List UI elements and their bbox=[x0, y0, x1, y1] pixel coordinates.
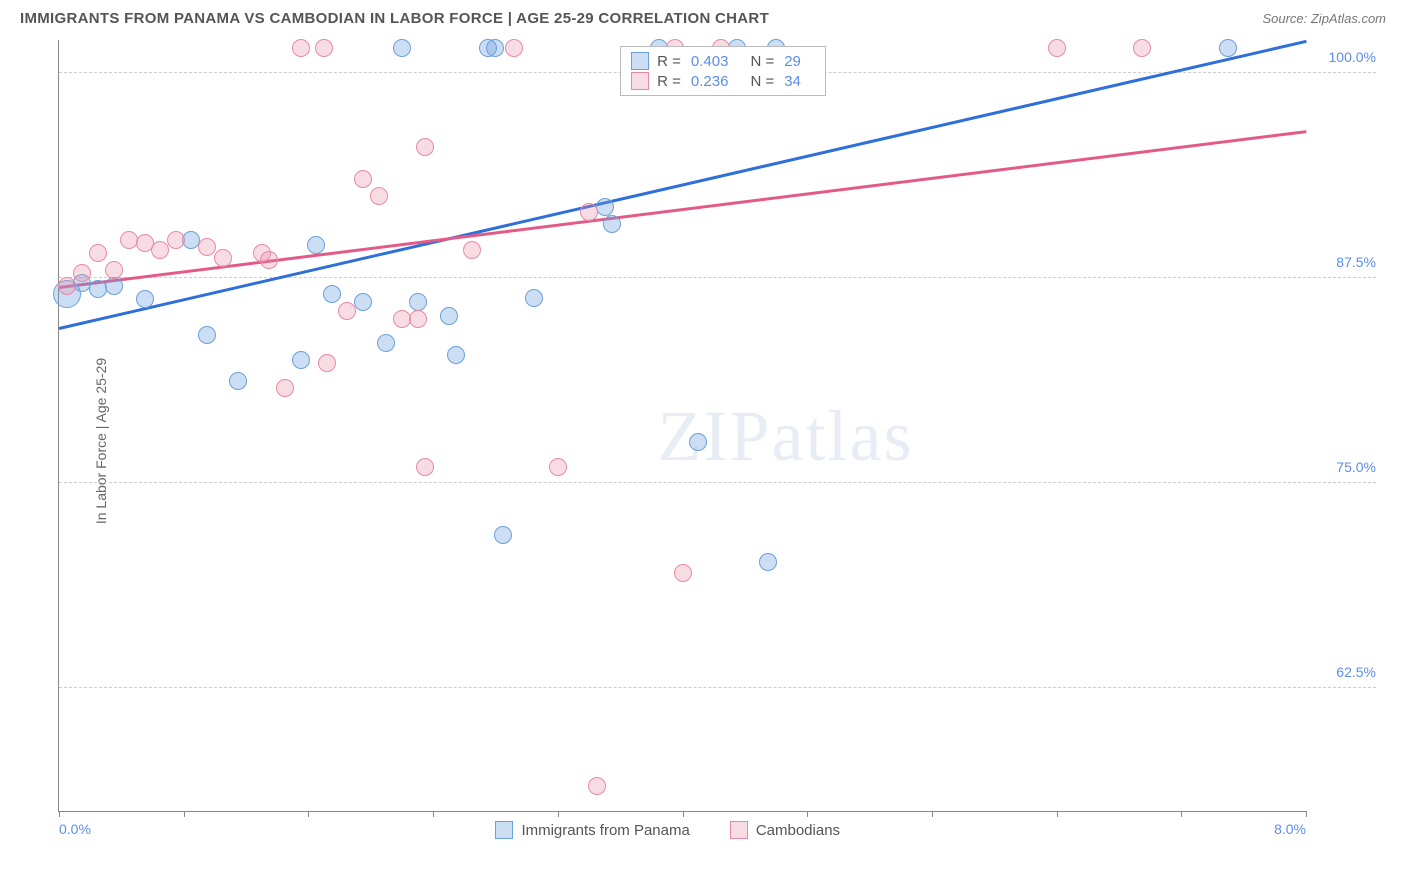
data-point bbox=[167, 231, 185, 249]
legend-label: Immigrants from Panama bbox=[521, 822, 689, 839]
data-point bbox=[447, 346, 465, 364]
data-point bbox=[674, 564, 692, 582]
data-point bbox=[89, 244, 107, 262]
data-point bbox=[377, 334, 395, 352]
data-point bbox=[198, 326, 216, 344]
n-value: 34 bbox=[784, 73, 801, 90]
data-point bbox=[214, 249, 232, 267]
x-tick-label: 8.0% bbox=[1274, 821, 1306, 837]
data-point bbox=[292, 39, 310, 57]
data-point bbox=[588, 777, 606, 795]
data-point bbox=[409, 310, 427, 328]
x-tick bbox=[433, 811, 434, 817]
x-tick-label: 0.0% bbox=[59, 821, 91, 837]
data-point bbox=[463, 241, 481, 259]
data-point bbox=[440, 307, 458, 325]
data-point bbox=[354, 170, 372, 188]
x-tick bbox=[932, 811, 933, 817]
data-point bbox=[1133, 39, 1151, 57]
data-point bbox=[292, 351, 310, 369]
y-tick-label: 62.5% bbox=[1311, 664, 1376, 680]
x-tick bbox=[683, 811, 684, 817]
chart-source: Source: ZipAtlas.com bbox=[1262, 11, 1386, 26]
data-point bbox=[525, 289, 543, 307]
data-point bbox=[260, 251, 278, 269]
data-point bbox=[105, 277, 123, 295]
data-point bbox=[105, 261, 123, 279]
data-point bbox=[486, 39, 504, 57]
chart-container: In Labor Force | Age 25-29 ZIPatlas 62.5… bbox=[48, 40, 1386, 842]
trend-line bbox=[59, 130, 1306, 288]
y-tick-label: 100.0% bbox=[1311, 49, 1376, 65]
data-point bbox=[354, 293, 372, 311]
y-tick-label: 75.0% bbox=[1311, 459, 1376, 475]
data-point bbox=[1219, 39, 1237, 57]
chart-header: IMMIGRANTS FROM PANAMA VS CAMBODIAN IN L… bbox=[0, 0, 1406, 33]
data-point bbox=[318, 354, 336, 372]
legend-row: R =0.403N =29 bbox=[631, 51, 815, 71]
data-point bbox=[689, 433, 707, 451]
data-point bbox=[229, 372, 247, 390]
data-point bbox=[393, 39, 411, 57]
x-tick bbox=[558, 811, 559, 817]
data-point bbox=[416, 458, 434, 476]
gridline bbox=[59, 482, 1376, 483]
x-tick bbox=[308, 811, 309, 817]
x-tick bbox=[59, 811, 60, 817]
legend-swatch bbox=[730, 821, 748, 839]
data-point bbox=[603, 215, 621, 233]
data-point bbox=[307, 236, 325, 254]
legend-swatch bbox=[631, 72, 649, 90]
data-point bbox=[73, 264, 91, 282]
legend-item: Cambodians bbox=[730, 821, 840, 839]
r-value: 0.403 bbox=[691, 53, 729, 70]
data-point bbox=[1048, 39, 1066, 57]
gridline bbox=[59, 277, 1376, 278]
chart-title: IMMIGRANTS FROM PANAMA VS CAMBODIAN IN L… bbox=[20, 10, 769, 27]
x-tick bbox=[184, 811, 185, 817]
data-point bbox=[58, 277, 76, 295]
x-tick bbox=[1057, 811, 1058, 817]
y-tick-label: 87.5% bbox=[1311, 254, 1376, 270]
data-point bbox=[198, 238, 216, 256]
data-point bbox=[151, 241, 169, 259]
data-point bbox=[338, 302, 356, 320]
data-point bbox=[759, 553, 777, 571]
data-point bbox=[136, 290, 154, 308]
data-point bbox=[409, 293, 427, 311]
data-point bbox=[596, 198, 614, 216]
legend-label: Cambodians bbox=[756, 822, 840, 839]
data-point bbox=[370, 187, 388, 205]
plot-area: ZIPatlas 62.5%75.0%87.5%100.0%0.0%8.0%R … bbox=[58, 40, 1306, 812]
legend-swatch bbox=[631, 52, 649, 70]
legend-row: R =0.236N =34 bbox=[631, 71, 815, 91]
data-point bbox=[323, 285, 341, 303]
data-point bbox=[315, 39, 333, 57]
data-point bbox=[276, 379, 294, 397]
legend-swatch bbox=[495, 821, 513, 839]
legend-item: Immigrants from Panama bbox=[495, 821, 689, 839]
x-tick bbox=[807, 811, 808, 817]
r-value: 0.236 bbox=[691, 73, 729, 90]
gridline bbox=[59, 687, 1376, 688]
data-point bbox=[494, 526, 512, 544]
x-tick bbox=[1306, 811, 1307, 817]
data-point bbox=[416, 138, 434, 156]
data-point bbox=[549, 458, 567, 476]
n-value: 29 bbox=[784, 53, 801, 70]
x-tick bbox=[1181, 811, 1182, 817]
series-legend: Immigrants from Panama Cambodians bbox=[495, 821, 840, 839]
data-point bbox=[580, 203, 598, 221]
data-point bbox=[505, 39, 523, 57]
correlation-legend: R =0.403N =29R =0.236N =34 bbox=[620, 46, 826, 96]
